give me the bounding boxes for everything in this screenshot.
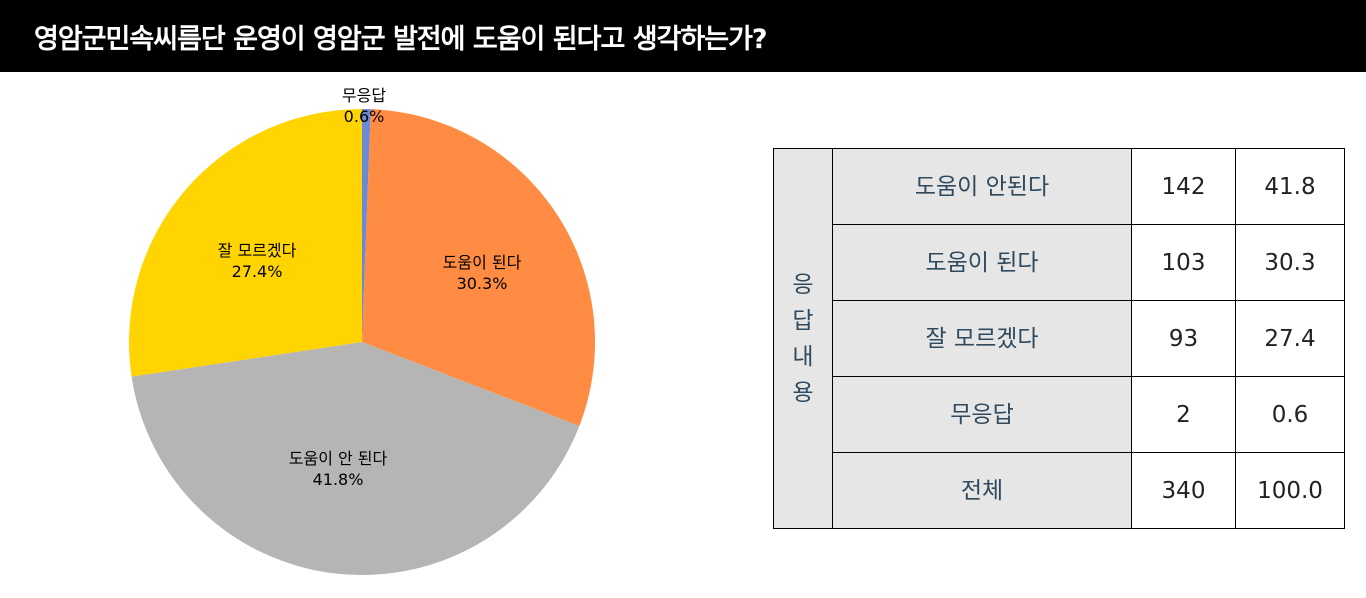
table-row: 도움이 된다 103 30.3 xyxy=(774,224,1345,301)
table-header-cell: 응답내용 xyxy=(773,148,833,529)
pie-slice xyxy=(362,109,371,342)
row-label: 도움이 된다 xyxy=(832,224,1132,301)
row-percent: 30.3 xyxy=(1235,224,1345,301)
table-header-label: 응답내용 xyxy=(792,271,814,406)
table-row: 전체 340 100.0 xyxy=(774,452,1345,529)
row-percent: 27.4 xyxy=(1235,300,1345,377)
row-label: 전체 xyxy=(832,452,1132,529)
slice-value-label: 27.4% xyxy=(232,262,283,281)
slice-label: 잘 모르겠다 xyxy=(218,241,297,260)
slice-label: 무응답 xyxy=(342,86,386,105)
table-row: 잘 모르겠다 93 27.4 xyxy=(774,300,1345,377)
row-count: 340 xyxy=(1131,452,1236,529)
response-table: 응답내용 도움이 안된다 142 41.8 도움이 된다 103 30.3 잘 … xyxy=(773,148,1345,529)
row-percent: 0.6 xyxy=(1235,376,1345,453)
row-count: 103 xyxy=(1131,224,1236,301)
pie-chart: 무응답 0.6% 도움이 된다 30.3% 도움이 안 된다 41.8% 잘 모르겠다 27.… xyxy=(129,86,596,575)
title-bar: 영암군민속씨름단 운영이 영암군 발전에 도움이 된다고 생각하는가? xyxy=(0,0,1366,72)
slice-value-label: 0.6% xyxy=(344,107,385,126)
row-percent: 41.8 xyxy=(1235,148,1345,225)
table-row: 응답내용 도움이 안된다 142 41.8 xyxy=(773,148,1345,529)
row-label: 도움이 안된다 xyxy=(832,148,1132,225)
row-label: 잘 모르겠다 xyxy=(832,300,1132,377)
page-title: 영암군민속씨름단 운영이 영암군 발전에 도움이 된다고 생각하는가? xyxy=(34,24,768,55)
row-percent: 100.0 xyxy=(1235,452,1345,529)
slice-value-label: 41.8% xyxy=(313,470,364,489)
row-count: 142 xyxy=(1131,148,1236,225)
slice-label: 도움이 된다 xyxy=(443,253,522,272)
row-count: 93 xyxy=(1131,300,1236,377)
slice-value-label: 30.3% xyxy=(457,274,508,293)
row-label: 무응답 xyxy=(832,376,1132,453)
row-count: 2 xyxy=(1131,376,1236,453)
table-row: 무응답 2 0.6 xyxy=(774,376,1345,453)
slice-label: 도움이 안 된다 xyxy=(289,449,388,468)
pie-slice xyxy=(362,109,596,426)
pie-slice xyxy=(129,109,362,377)
pie-slice xyxy=(131,342,580,575)
